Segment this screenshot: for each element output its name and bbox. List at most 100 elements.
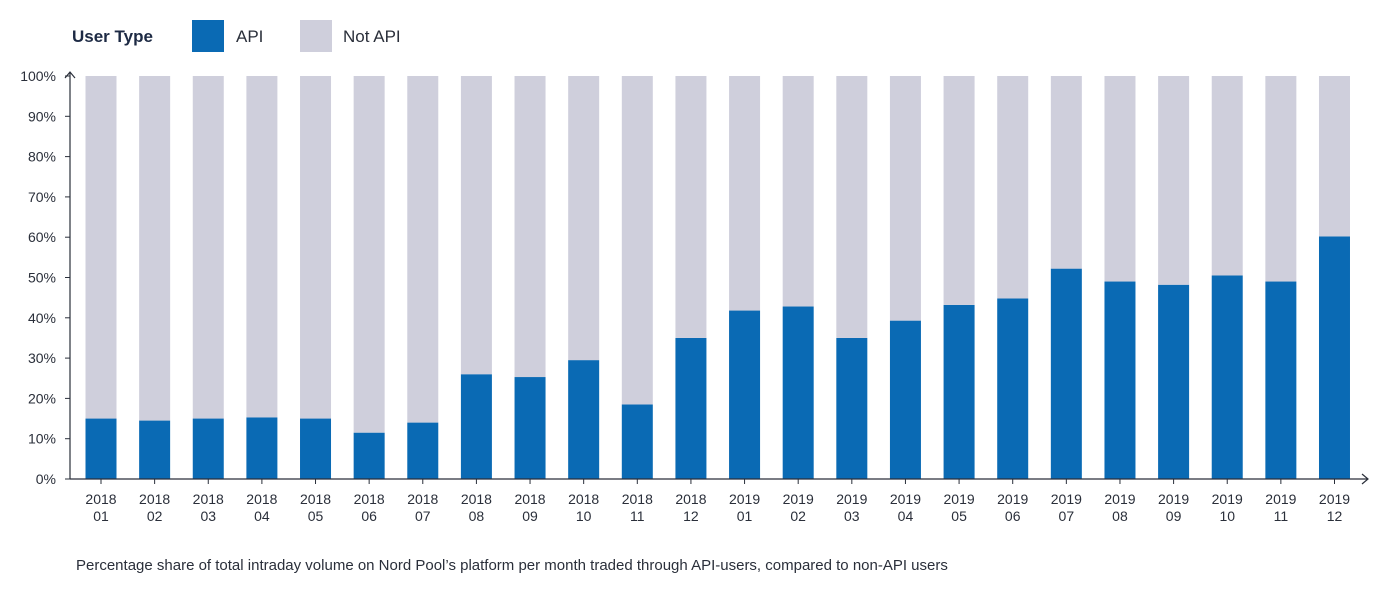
x-tick-label-month: 02 bbox=[147, 508, 163, 524]
x-tick-label-month: 01 bbox=[737, 508, 753, 524]
bar-not-api-2018-10 bbox=[568, 76, 600, 361]
bar-not-api-2019-05 bbox=[943, 76, 975, 305]
x-tick-label-year: 2018 bbox=[407, 491, 438, 507]
x-tick-label-year: 2018 bbox=[461, 491, 492, 507]
x-tick-label-month: 10 bbox=[576, 508, 592, 524]
bar-not-api-2019-10 bbox=[1211, 76, 1243, 276]
y-tick-label: 70% bbox=[28, 189, 56, 205]
bar-not-api-2018-07 bbox=[407, 76, 439, 423]
x-tick-label-year: 2018 bbox=[85, 491, 116, 507]
bar-api-2018-03 bbox=[192, 418, 224, 479]
bar-api-2019-04 bbox=[889, 320, 921, 479]
x-tick-label-month: 05 bbox=[308, 508, 324, 524]
bar-not-api-2018-11 bbox=[621, 76, 653, 405]
x-tick-label-month: 06 bbox=[1005, 508, 1021, 524]
y-tick-label: 100% bbox=[20, 68, 56, 84]
x-tick-label-year: 2019 bbox=[1212, 491, 1243, 507]
bar-api-2018-11 bbox=[621, 404, 653, 479]
x-tick-label-year: 2019 bbox=[1158, 491, 1189, 507]
bar-api-2019-03 bbox=[836, 337, 868, 479]
y-tick-label: 50% bbox=[28, 270, 56, 286]
x-tick-label-month: 10 bbox=[1219, 508, 1235, 524]
bar-api-2018-05 bbox=[300, 418, 332, 479]
bar-not-api-2019-06 bbox=[997, 76, 1029, 299]
x-tick-label-month: 11 bbox=[1274, 508, 1289, 524]
bar-not-api-2018-02 bbox=[139, 76, 171, 421]
x-tick-label-year: 2018 bbox=[300, 491, 331, 507]
x-tick-label-year: 2019 bbox=[1319, 491, 1350, 507]
x-tick-label-month: 03 bbox=[200, 508, 216, 524]
legend-label-1: Not API bbox=[343, 27, 401, 46]
x-tick-label-month: 03 bbox=[844, 508, 860, 524]
bar-api-2018-10 bbox=[568, 360, 600, 479]
legend-title: User Type bbox=[72, 27, 153, 46]
x-tick-label-month: 07 bbox=[1059, 508, 1075, 524]
y-tick-label: 80% bbox=[28, 149, 56, 165]
x-axis: 2018012018022018032018042018052018062018… bbox=[70, 473, 1369, 524]
y-tick-label: 30% bbox=[28, 350, 56, 366]
x-tick-label-year: 2018 bbox=[622, 491, 653, 507]
x-tick-label-year: 2019 bbox=[1051, 491, 1082, 507]
y-tick-label: 10% bbox=[28, 431, 56, 447]
x-tick-label-year: 2019 bbox=[890, 491, 921, 507]
y-tick-label: 90% bbox=[28, 108, 56, 124]
bar-api-2018-02 bbox=[139, 420, 171, 479]
bar-api-2018-09 bbox=[514, 377, 546, 479]
bar-api-2019-12 bbox=[1318, 236, 1350, 479]
bar-not-api-2019-08 bbox=[1104, 76, 1136, 282]
bar-not-api-2019-07 bbox=[1050, 76, 1082, 269]
x-tick-label-month: 12 bbox=[1327, 508, 1343, 524]
legend-label-0: API bbox=[236, 27, 263, 46]
bar-api-2018-06 bbox=[353, 432, 385, 479]
x-tick-label-year: 2019 bbox=[836, 491, 867, 507]
x-tick-label-year: 2018 bbox=[193, 491, 224, 507]
bar-not-api-2019-09 bbox=[1158, 76, 1190, 285]
bar-api-2018-07 bbox=[407, 422, 439, 479]
x-tick-label-month: 11 bbox=[630, 508, 645, 524]
x-tick-label-month: 08 bbox=[469, 508, 485, 524]
x-tick-label-year: 2019 bbox=[783, 491, 814, 507]
bar-api-2018-08 bbox=[460, 374, 492, 479]
bar-not-api-2018-01 bbox=[85, 76, 117, 419]
x-tick-label-month: 07 bbox=[415, 508, 431, 524]
chart-caption: Percentage share of total intraday volum… bbox=[76, 557, 948, 574]
x-tick-label-year: 2018 bbox=[675, 491, 706, 507]
bar-not-api-2019-01 bbox=[729, 76, 761, 311]
x-axis-arrow bbox=[1361, 473, 1369, 485]
x-tick-label-month: 09 bbox=[522, 508, 538, 524]
bar-api-2019-05 bbox=[943, 304, 975, 479]
y-tick-label: 40% bbox=[28, 310, 56, 326]
x-tick-label-year: 2019 bbox=[1265, 491, 1296, 507]
bar-not-api-2018-08 bbox=[460, 76, 492, 375]
bar-not-api-2019-03 bbox=[836, 76, 868, 338]
x-tick-label-year: 2018 bbox=[568, 491, 599, 507]
y-tick-label: 60% bbox=[28, 229, 56, 245]
bar-not-api-2019-11 bbox=[1265, 76, 1297, 282]
bar-api-2019-01 bbox=[729, 310, 761, 479]
y-axis: 0% 10% 20% 30% 40% 50% 60% 70% 80% 90% 100% bbox=[20, 68, 76, 487]
bar-not-api-2018-06 bbox=[353, 76, 385, 433]
bar-api-2018-12 bbox=[675, 337, 707, 479]
bar-not-api-2018-03 bbox=[192, 76, 224, 419]
x-tick-label-month: 05 bbox=[951, 508, 967, 524]
bar-not-api-2018-05 bbox=[300, 76, 332, 419]
x-tick-label-month: 04 bbox=[254, 508, 270, 524]
bar-api-2018-04 bbox=[246, 417, 278, 479]
x-tick-label-year: 2018 bbox=[246, 491, 277, 507]
y-tick-label: 20% bbox=[28, 390, 56, 406]
x-tick-label-month: 12 bbox=[683, 508, 699, 524]
x-tick-label-month: 01 bbox=[93, 508, 109, 524]
bar-not-api-2018-12 bbox=[675, 76, 707, 338]
bar-not-api-2019-02 bbox=[782, 76, 814, 307]
bar-api-2019-07 bbox=[1050, 268, 1082, 479]
legend-swatch-1 bbox=[300, 20, 332, 52]
bar-api-2019-11 bbox=[1265, 281, 1297, 479]
bar-not-api-2019-12 bbox=[1318, 76, 1350, 237]
x-tick-label-year: 2019 bbox=[1104, 491, 1135, 507]
x-tick-label-year: 2018 bbox=[514, 491, 545, 507]
x-tick-label-year: 2019 bbox=[997, 491, 1028, 507]
bar-api-2019-09 bbox=[1158, 284, 1190, 479]
bar-not-api-2018-04 bbox=[246, 76, 278, 418]
x-tick-label-year: 2018 bbox=[354, 491, 385, 507]
